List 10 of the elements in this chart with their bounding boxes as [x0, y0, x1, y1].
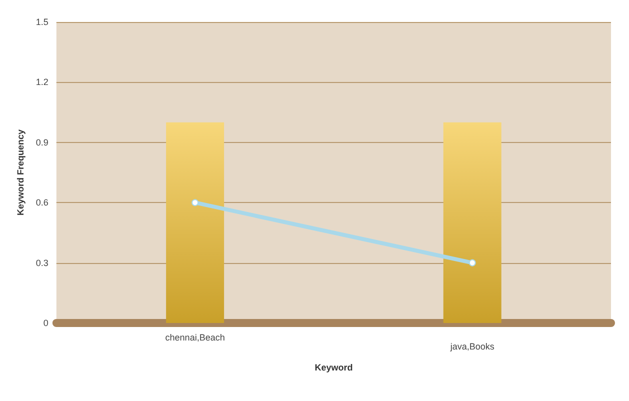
- y-tick-label: 0: [43, 318, 48, 328]
- y-tick-label: 0.3: [36, 258, 48, 268]
- y-axis-title: Keyword Frequency: [16, 129, 26, 216]
- x-axis-title: Keyword: [314, 362, 353, 372]
- y-tick-label: 1.5: [36, 17, 48, 27]
- y-tick-label: 0.9: [36, 137, 48, 148]
- y-tick-label: 0.6: [36, 198, 48, 208]
- x-tick-label: chennai,Beach: [165, 332, 225, 342]
- y-tick-label: 1.2: [36, 77, 48, 88]
- x-tick-label: java,Books: [449, 342, 495, 352]
